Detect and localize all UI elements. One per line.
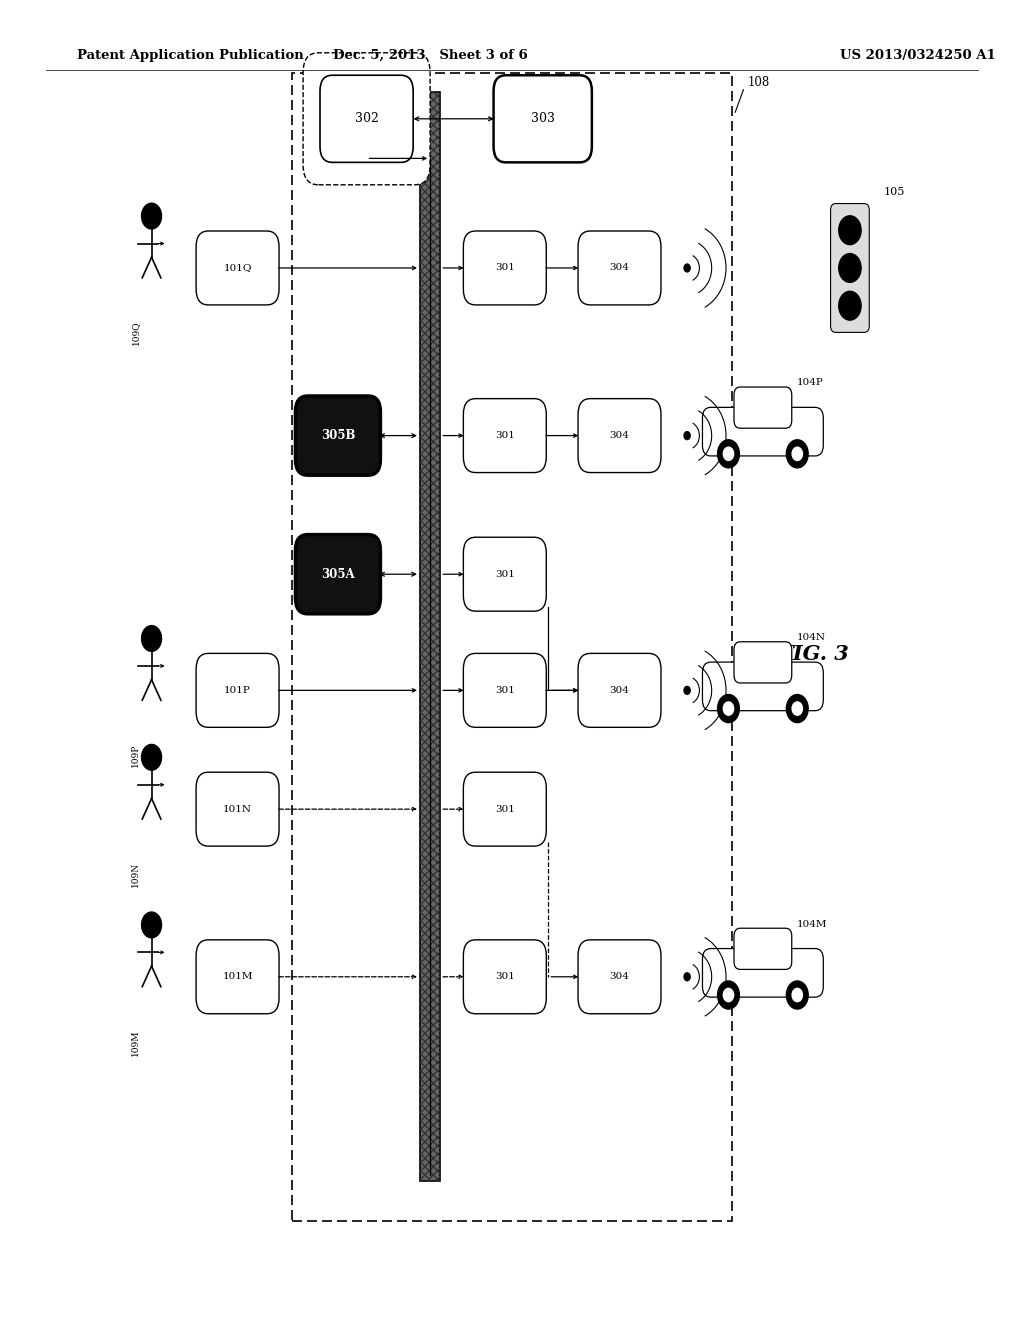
FancyBboxPatch shape — [319, 75, 414, 162]
FancyBboxPatch shape — [296, 535, 381, 614]
FancyBboxPatch shape — [578, 940, 662, 1014]
Text: 109P: 109P — [131, 743, 139, 767]
Text: 304: 304 — [609, 686, 630, 694]
Circle shape — [839, 292, 861, 321]
FancyBboxPatch shape — [734, 928, 792, 969]
Text: US 2013/0324250 A1: US 2013/0324250 A1 — [840, 49, 995, 62]
FancyBboxPatch shape — [734, 642, 792, 682]
Bar — [420, 92, 440, 1181]
Text: 109Q: 109Q — [131, 321, 139, 346]
Circle shape — [793, 702, 803, 715]
FancyBboxPatch shape — [734, 387, 792, 428]
FancyBboxPatch shape — [463, 653, 547, 727]
Text: 305A: 305A — [322, 568, 354, 581]
Circle shape — [718, 440, 739, 467]
FancyBboxPatch shape — [463, 772, 547, 846]
FancyBboxPatch shape — [197, 231, 279, 305]
Circle shape — [684, 686, 690, 694]
Text: 301: 301 — [495, 264, 515, 272]
Circle shape — [141, 744, 162, 770]
Bar — [420, 92, 440, 1181]
FancyBboxPatch shape — [463, 537, 547, 611]
FancyBboxPatch shape — [702, 408, 823, 455]
Circle shape — [723, 989, 733, 1002]
FancyBboxPatch shape — [292, 73, 732, 1221]
Text: 303: 303 — [530, 112, 555, 125]
Text: 101Q: 101Q — [223, 264, 252, 272]
Circle shape — [786, 440, 808, 467]
FancyBboxPatch shape — [578, 231, 662, 305]
Circle shape — [718, 694, 739, 722]
FancyBboxPatch shape — [197, 653, 279, 727]
Text: 304: 304 — [609, 432, 630, 440]
Text: 302: 302 — [354, 112, 379, 125]
Circle shape — [684, 973, 690, 981]
FancyBboxPatch shape — [296, 396, 381, 475]
Circle shape — [684, 432, 690, 440]
FancyBboxPatch shape — [830, 203, 869, 333]
Circle shape — [718, 981, 739, 1008]
Circle shape — [839, 253, 861, 282]
FancyBboxPatch shape — [463, 231, 547, 305]
FancyBboxPatch shape — [197, 772, 279, 846]
FancyBboxPatch shape — [463, 399, 547, 473]
FancyBboxPatch shape — [702, 949, 823, 997]
FancyBboxPatch shape — [578, 399, 662, 473]
Text: 101M: 101M — [222, 973, 253, 981]
Circle shape — [141, 912, 162, 937]
Circle shape — [723, 702, 733, 715]
FancyBboxPatch shape — [578, 653, 662, 727]
Text: 305B: 305B — [321, 429, 355, 442]
Circle shape — [793, 989, 803, 1002]
FancyBboxPatch shape — [494, 75, 592, 162]
FancyBboxPatch shape — [463, 940, 547, 1014]
Circle shape — [793, 447, 803, 461]
Text: 105: 105 — [884, 187, 905, 198]
Text: 304: 304 — [609, 973, 630, 981]
Text: 104P: 104P — [797, 379, 823, 388]
Text: Dec. 5, 2013   Sheet 3 of 6: Dec. 5, 2013 Sheet 3 of 6 — [333, 49, 527, 62]
Circle shape — [141, 203, 162, 228]
Text: 304: 304 — [609, 264, 630, 272]
Text: 109N: 109N — [131, 862, 139, 887]
Text: 104N: 104N — [797, 634, 825, 643]
Text: 101P: 101P — [224, 686, 251, 694]
Circle shape — [839, 215, 861, 244]
Text: 301: 301 — [495, 973, 515, 981]
Text: 108: 108 — [748, 75, 770, 88]
Text: Patent Application Publication: Patent Application Publication — [77, 49, 303, 62]
FancyBboxPatch shape — [197, 940, 279, 1014]
Text: 301: 301 — [495, 686, 515, 694]
Circle shape — [723, 447, 733, 461]
Circle shape — [684, 264, 690, 272]
Text: 301: 301 — [495, 805, 515, 813]
Circle shape — [786, 981, 808, 1008]
Text: 301: 301 — [495, 570, 515, 578]
Circle shape — [786, 694, 808, 722]
Text: 101N: 101N — [223, 805, 252, 813]
Text: 109M: 109M — [131, 1030, 139, 1056]
Circle shape — [141, 626, 162, 651]
Text: 301: 301 — [495, 432, 515, 440]
FancyBboxPatch shape — [702, 663, 823, 710]
Text: FIG. 3: FIG. 3 — [778, 644, 849, 664]
Text: 104M: 104M — [797, 920, 827, 929]
FancyBboxPatch shape — [303, 53, 430, 185]
